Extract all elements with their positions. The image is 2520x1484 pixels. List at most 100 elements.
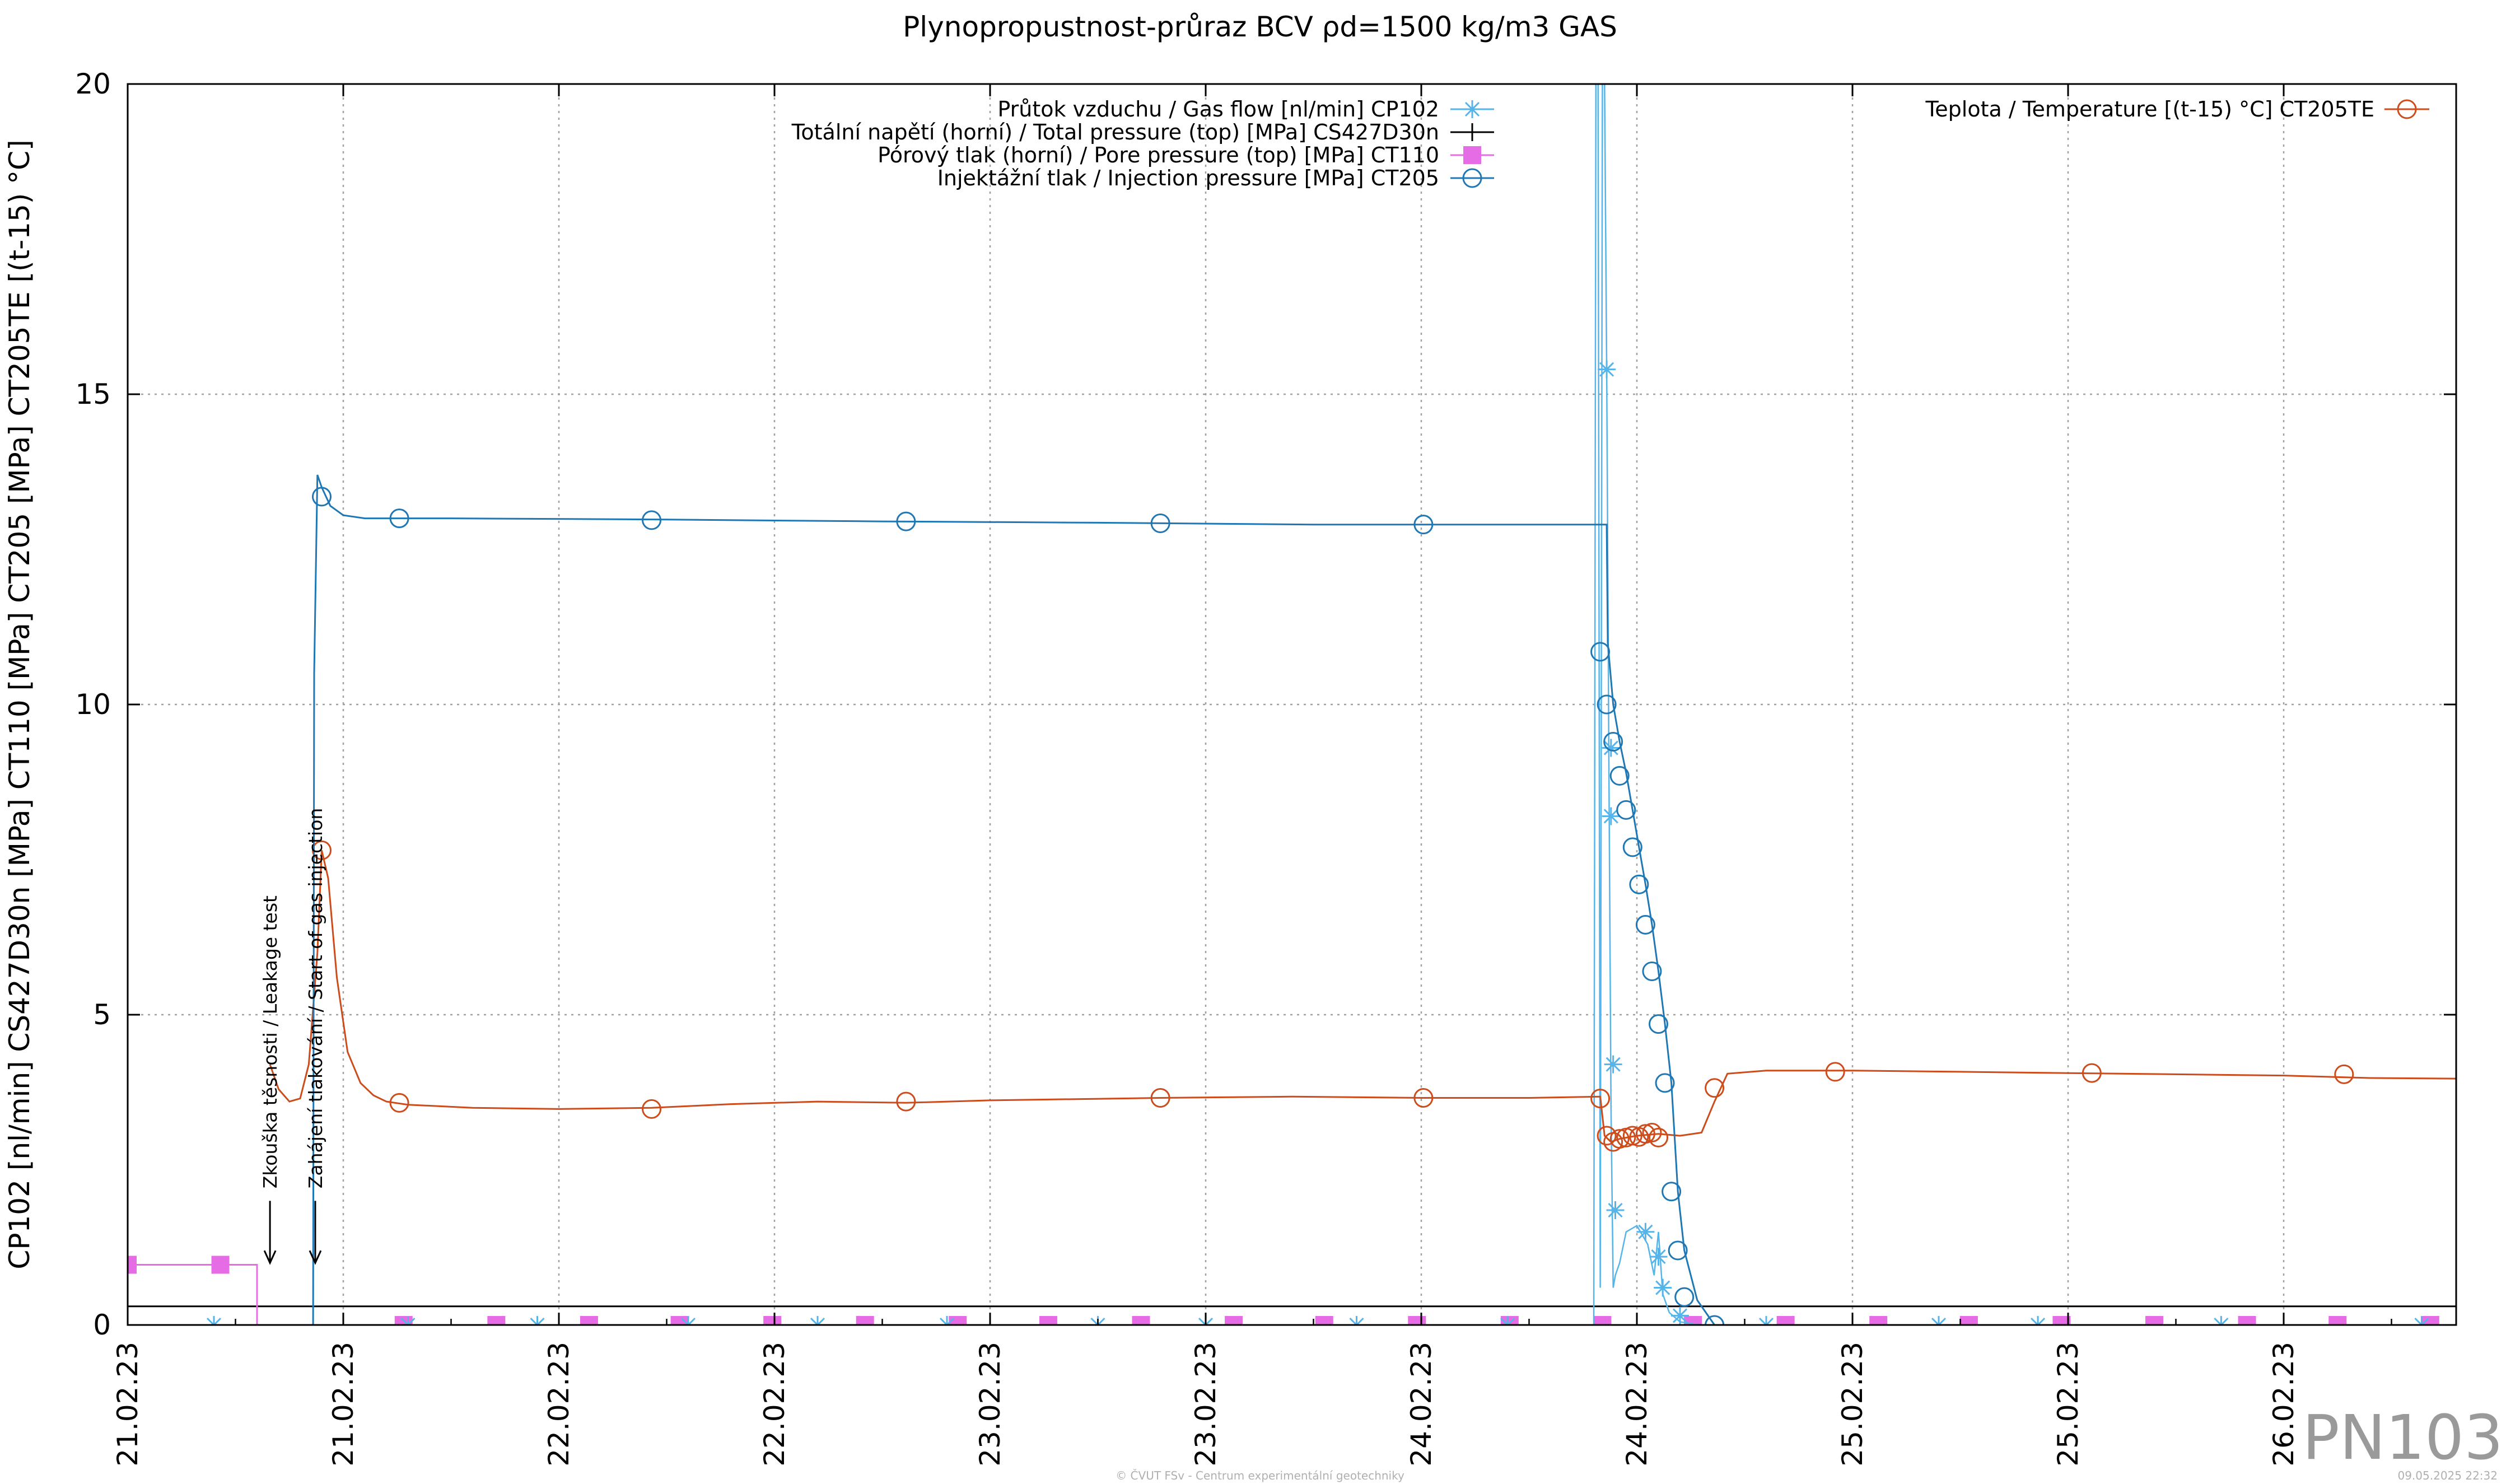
data-point: [1413, 515, 1434, 535]
x-tick-label: 25.02.23: [2052, 1342, 2084, 1467]
series-asterisk-2: [128, 84, 2456, 1325]
data-point: [1602, 807, 1620, 825]
series-layer: [128, 84, 2456, 1325]
data-point: [1463, 123, 1481, 141]
data-point: [1590, 642, 1611, 662]
series-line: [269, 850, 2456, 1143]
data-point: [1132, 1316, 1150, 1325]
data-point: [1413, 1088, 1434, 1108]
footer-copyright: © ČVUT FSv - Centrum experimentální geot…: [1116, 1469, 1404, 1482]
y-tick-label: 15: [75, 378, 111, 410]
data-point: [1668, 1240, 1688, 1261]
data-point: [1597, 694, 1617, 715]
chart-title: Plynopropustnost-průraz BCV ρd=1500 kg/m…: [903, 11, 1617, 43]
data-point: [896, 511, 916, 531]
x-tick-label: 24.02.23: [1405, 1342, 1438, 1467]
series-circle-0: [128, 474, 2456, 1325]
y-tick-label: 20: [75, 68, 111, 100]
data-point: [312, 487, 332, 507]
x-tick-label: 24.02.23: [1621, 1342, 1653, 1467]
annotation-arrow-head: [309, 1250, 322, 1265]
y-axis: 0 5 10 15 20: [75, 68, 2456, 1341]
data-point: [487, 1316, 506, 1325]
x-tick-label: 23.02.23: [974, 1342, 1006, 1467]
y-tick-label: 0: [93, 1309, 111, 1341]
data-point: [2145, 1316, 2163, 1325]
legend: Průtok vzduchu / Gas flow [nl/min] CP102…: [791, 97, 2429, 190]
legend-entry-label: Totální napětí (horní) / Total pressure …: [791, 120, 1439, 144]
data-point: [1463, 100, 1481, 118]
data-point: [2238, 1316, 2256, 1325]
data-point: [642, 510, 662, 530]
data-point: [1629, 874, 1649, 894]
y-tick-label: 10: [75, 688, 111, 721]
data-point: [1616, 800, 1636, 820]
data-point: [1150, 1088, 1170, 1108]
data-point: [1825, 1062, 1845, 1082]
data-point: [2082, 1063, 2102, 1083]
data-point: [1462, 168, 1482, 188]
data-point: [856, 1316, 874, 1325]
legend-entry-label: Průtok vzduchu / Gas flow [nl/min] CP102: [997, 97, 1439, 122]
legend-entry-label: Pórový tlak (horní) / Pore pressure (top…: [878, 143, 1439, 167]
data-point: [2052, 1316, 2071, 1325]
data-point: [1463, 146, 1481, 164]
legend-entry-label: Teplota / Temperature [(t-15) °C] CT205T…: [1925, 97, 2374, 122]
data-point: [1649, 1248, 1668, 1266]
data-point: [1604, 1055, 1622, 1074]
data-point: [580, 1316, 598, 1325]
data-point: [1654, 1278, 1672, 1297]
annotation-label: Zkouška těsnosti / Leakage test: [259, 895, 281, 1188]
data-point: [1655, 1073, 1675, 1093]
y-axis-label: CP102 [nl/min] CS427D30n [MPa] CT110 [MP…: [3, 139, 36, 1269]
watermark-id: PN103: [2302, 1402, 2503, 1473]
annotation-arrow-head: [263, 1250, 277, 1265]
data-point: [763, 1316, 782, 1325]
data-point: [1635, 1124, 1655, 1144]
data-point: [1590, 1089, 1611, 1109]
data-point: [670, 1316, 689, 1325]
data-point: [1705, 1078, 1725, 1098]
data-point: [1635, 914, 1655, 935]
y-tick-label: 5: [93, 998, 111, 1031]
x-tick-label: 21.02.23: [111, 1342, 144, 1467]
data-point: [1959, 1316, 1978, 1325]
data-point: [642, 1099, 662, 1119]
data-point: [1649, 1014, 1668, 1034]
gridlines: [128, 84, 2456, 1325]
annotation-label: Zahájení tlakování / Start of gas inject…: [305, 808, 326, 1189]
data-point: [1674, 1287, 1695, 1307]
x-tick-label: 25.02.23: [1836, 1342, 1869, 1467]
data-point: [1869, 1316, 1888, 1325]
x-tick-label: 22.02.23: [543, 1342, 575, 1467]
series-square-3: [128, 1256, 2456, 1325]
data-point: [389, 1093, 409, 1113]
data-point: [1609, 766, 1630, 786]
plot-area: [128, 84, 2456, 1325]
data-point: [1649, 1127, 1668, 1147]
data-point: [2328, 1316, 2347, 1325]
data-point: [1225, 1316, 1243, 1325]
data-point: [1622, 837, 1642, 857]
x-tick-label: 21.02.23: [327, 1342, 360, 1467]
data-point: [211, 1256, 230, 1274]
data-point: [1662, 1182, 1682, 1202]
data-point: [1603, 731, 1623, 752]
data-point: [1636, 1222, 1655, 1241]
data-point: [1593, 1316, 1612, 1325]
data-point: [1315, 1316, 1333, 1325]
data-point: [1642, 961, 1662, 981]
data-point: [1598, 360, 1616, 379]
data-point: [1602, 739, 1620, 757]
data-point: [128, 1256, 137, 1274]
annotations: Zkouška těsnosti / Leakage test Zahájení …: [259, 808, 326, 1265]
data-point: [312, 840, 332, 860]
series-circle-1: [269, 840, 2456, 1152]
data-point: [1622, 1126, 1642, 1146]
data-point: [1776, 1316, 1795, 1325]
data-point: [1150, 513, 1170, 533]
data-point: [1671, 1306, 1689, 1325]
x-tick-label: 26.02.23: [2267, 1342, 2300, 1467]
data-point: [896, 1091, 916, 1112]
